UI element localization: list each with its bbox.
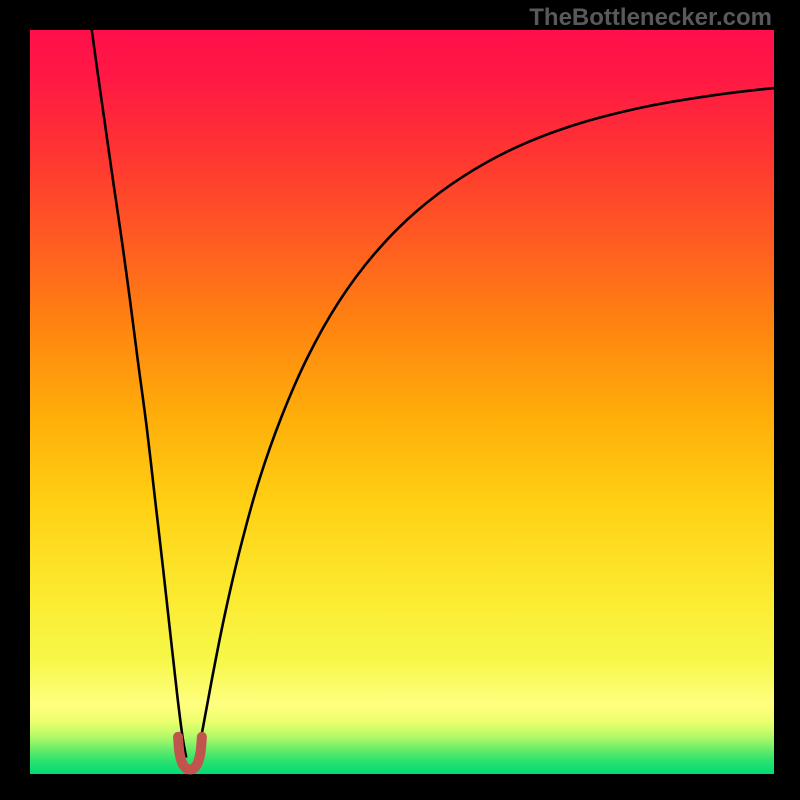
left-branch-curve: [92, 30, 186, 758]
optimum-marker: [178, 737, 202, 770]
plot-area: [30, 30, 774, 774]
curve-layer: [30, 30, 774, 774]
outer-frame: TheBottlenecker.com: [0, 0, 800, 800]
right-branch-curve: [197, 88, 774, 758]
watermark-label: TheBottlenecker.com: [529, 4, 772, 32]
